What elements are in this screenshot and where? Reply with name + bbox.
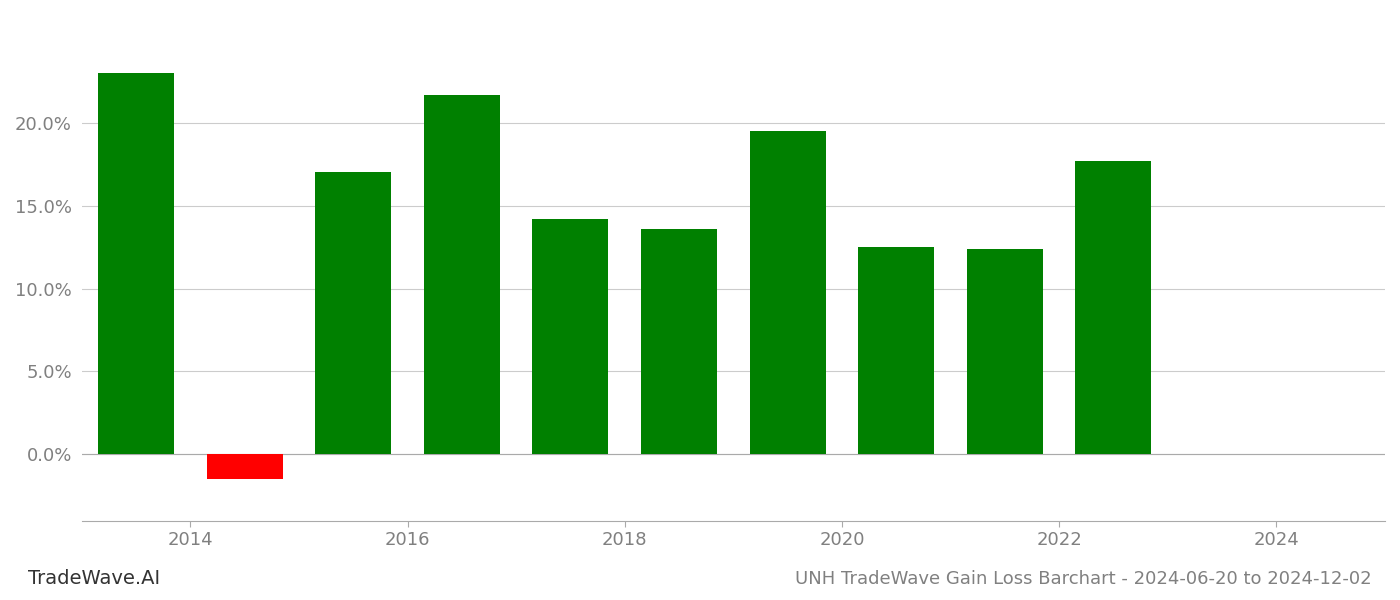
Bar: [641, 229, 717, 454]
Bar: [1075, 161, 1151, 454]
Bar: [532, 219, 609, 454]
Text: TradeWave.AI: TradeWave.AI: [28, 569, 160, 588]
Bar: [858, 247, 934, 454]
Bar: [749, 131, 826, 454]
Bar: [424, 95, 500, 454]
Bar: [98, 73, 174, 454]
Bar: [967, 249, 1043, 454]
Text: UNH TradeWave Gain Loss Barchart - 2024-06-20 to 2024-12-02: UNH TradeWave Gain Loss Barchart - 2024-…: [795, 570, 1372, 588]
Bar: [207, 454, 283, 479]
Bar: [315, 172, 391, 454]
